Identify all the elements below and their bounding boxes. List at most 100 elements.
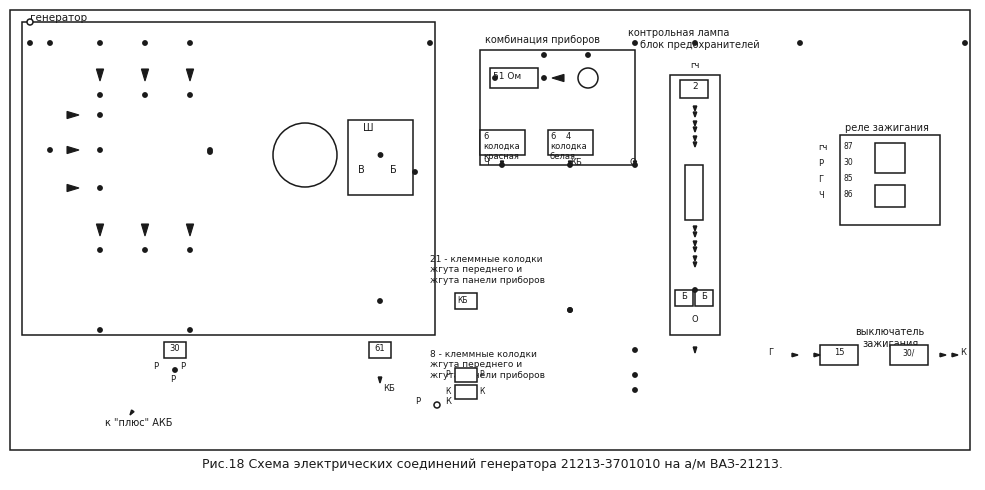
Circle shape: [692, 41, 697, 45]
Text: 30: 30: [843, 158, 853, 167]
Text: 30: 30: [169, 344, 180, 353]
Text: Р: Р: [445, 370, 449, 379]
Text: КБ: КБ: [570, 158, 582, 167]
Polygon shape: [633, 161, 636, 166]
Circle shape: [188, 41, 192, 45]
Bar: [455, 368, 477, 382]
Polygon shape: [792, 353, 798, 357]
Text: Р: Р: [170, 375, 175, 384]
Text: реле зажигания: реле зажигания: [845, 123, 929, 133]
Circle shape: [427, 41, 432, 45]
Circle shape: [98, 186, 102, 190]
Polygon shape: [952, 353, 958, 357]
Polygon shape: [568, 161, 571, 166]
Circle shape: [632, 41, 637, 45]
Polygon shape: [130, 410, 134, 415]
Polygon shape: [693, 106, 696, 111]
Bar: [890, 345, 928, 365]
Bar: [164, 342, 186, 358]
Circle shape: [98, 41, 102, 45]
Bar: [548, 130, 593, 155]
Circle shape: [172, 368, 177, 372]
Text: Р: Р: [415, 397, 421, 406]
Circle shape: [798, 41, 802, 45]
Text: колодка
белая: колодка белая: [550, 142, 587, 161]
Circle shape: [499, 163, 504, 167]
Polygon shape: [693, 127, 696, 132]
Circle shape: [542, 76, 547, 80]
Circle shape: [143, 41, 147, 45]
Text: 8 - клеммные колодки
жгута переднего и
жгута панели приборов: 8 - клеммные колодки жгута переднего и ж…: [430, 350, 545, 380]
Circle shape: [188, 328, 192, 332]
Polygon shape: [142, 69, 149, 81]
Circle shape: [962, 41, 967, 45]
Circle shape: [98, 328, 102, 332]
Bar: [10, 10, 970, 450]
Polygon shape: [693, 142, 696, 147]
Polygon shape: [693, 241, 696, 246]
Bar: [840, 135, 940, 225]
Polygon shape: [693, 136, 696, 141]
Text: 85: 85: [843, 174, 853, 183]
Text: К: К: [445, 397, 451, 406]
Polygon shape: [67, 147, 79, 153]
Bar: [680, 80, 708, 98]
Bar: [875, 185, 905, 207]
Circle shape: [208, 150, 212, 154]
Circle shape: [567, 308, 572, 312]
Bar: [480, 50, 635, 165]
Text: К: К: [960, 348, 966, 357]
Bar: [685, 165, 703, 220]
Polygon shape: [693, 247, 696, 252]
Circle shape: [98, 113, 102, 117]
Polygon shape: [814, 353, 820, 357]
Text: О: О: [630, 158, 636, 167]
Circle shape: [98, 148, 102, 152]
Circle shape: [27, 19, 33, 25]
Polygon shape: [97, 224, 103, 236]
Polygon shape: [693, 226, 696, 231]
Text: 2: 2: [692, 82, 697, 91]
Text: 15: 15: [833, 348, 844, 357]
Text: 4: 4: [566, 132, 571, 141]
Text: Ч: Ч: [483, 158, 489, 167]
Circle shape: [188, 248, 192, 252]
Text: контрольная лампа: контрольная лампа: [628, 28, 729, 38]
Circle shape: [492, 76, 497, 80]
Text: Рис.18 Схема электрических соединений генератора 21213-3701010 на а/м ВАЗ-21213.: Рис.18 Схема электрических соединений ге…: [202, 458, 782, 471]
Circle shape: [143, 93, 147, 97]
Circle shape: [632, 348, 637, 352]
Text: Б: Б: [681, 292, 687, 301]
Text: Р: Р: [153, 362, 159, 371]
Polygon shape: [186, 69, 194, 81]
Polygon shape: [940, 353, 946, 357]
Polygon shape: [693, 232, 696, 237]
Circle shape: [143, 248, 147, 252]
Polygon shape: [378, 377, 382, 383]
Text: Ш: Ш: [362, 123, 373, 133]
Circle shape: [208, 148, 212, 152]
Polygon shape: [97, 69, 103, 81]
Text: 6: 6: [550, 132, 556, 141]
Text: К: К: [479, 387, 485, 396]
Polygon shape: [67, 111, 79, 119]
Polygon shape: [67, 184, 79, 192]
Text: Б: Б: [701, 292, 707, 301]
Circle shape: [188, 93, 192, 97]
Bar: [480, 130, 525, 155]
Polygon shape: [186, 224, 194, 236]
Text: Р: Р: [479, 370, 484, 379]
Bar: [455, 385, 477, 399]
Circle shape: [567, 163, 572, 167]
Text: 51 Ом: 51 Ом: [493, 72, 521, 81]
Circle shape: [434, 402, 440, 408]
Circle shape: [632, 163, 637, 167]
Circle shape: [692, 288, 697, 292]
Bar: [348, 120, 413, 195]
Polygon shape: [693, 256, 696, 261]
Circle shape: [28, 41, 33, 45]
Text: 6: 6: [483, 132, 489, 141]
Bar: [455, 293, 477, 309]
Text: к "плюс" АКБ: к "плюс" АКБ: [105, 418, 172, 428]
Text: Р: Р: [180, 362, 185, 371]
